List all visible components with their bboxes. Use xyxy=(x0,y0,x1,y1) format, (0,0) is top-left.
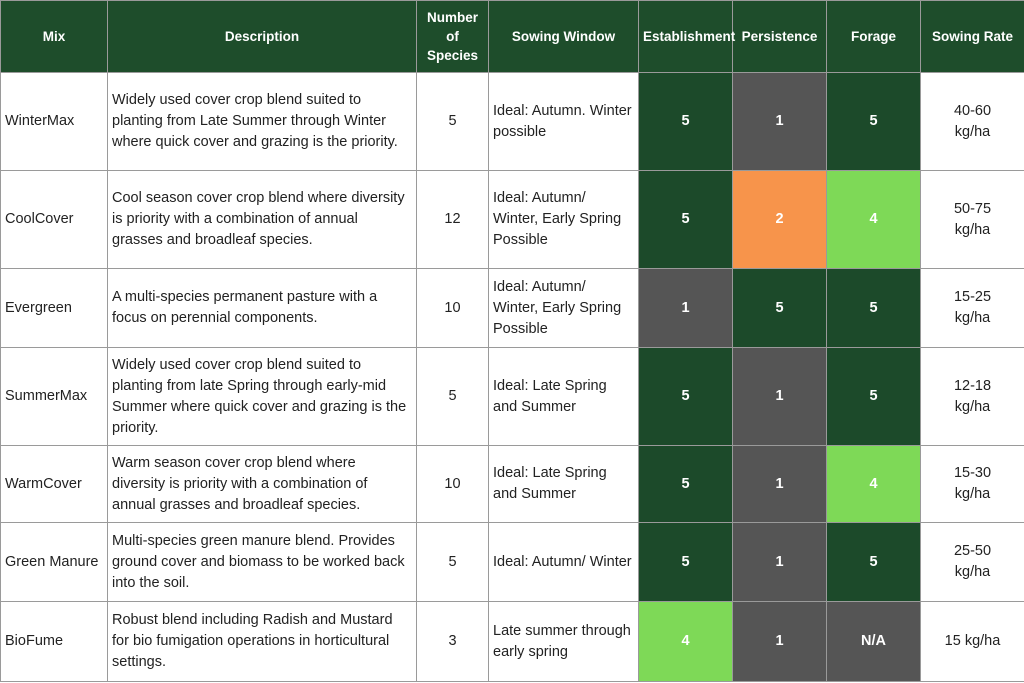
sowing-window-cell: Ideal: Autumn/ Winter, Early Spring Poss… xyxy=(488,170,639,269)
header-cell: Mix xyxy=(0,0,108,73)
table-row: WinterMax Widely used cover crop blend su… xyxy=(0,72,1024,171)
forage-cell: 4 xyxy=(826,170,921,269)
establishment-cell: 5 xyxy=(638,72,733,171)
species-count-cell: 5 xyxy=(416,347,489,446)
persistence-cell: 2 xyxy=(732,170,827,269)
table-row: CoolCover Cool season cover crop blend wh… xyxy=(0,170,1024,269)
table-body: WinterMax Widely used cover crop blend su… xyxy=(0,72,1024,682)
sowing-window-cell: Ideal: Late Spring and Summer xyxy=(488,445,639,523)
sowing-rate-cell: 25-50 kg/ha xyxy=(920,522,1024,602)
description-cell: Widely used cover crop blend suited to p… xyxy=(107,347,417,446)
forage-cell: 5 xyxy=(826,347,921,446)
forage-cell: 5 xyxy=(826,522,921,602)
persistence-cell: 1 xyxy=(732,72,827,171)
table-row: Green Manure Multi-species green manure b… xyxy=(0,522,1024,602)
sowing-window-cell: Ideal: Late Spring and Summer xyxy=(488,347,639,446)
description-cell: Widely used cover crop blend suited to p… xyxy=(107,72,417,171)
persistence-cell: 1 xyxy=(732,445,827,523)
sowing-rate-cell: 15-30 kg/ha xyxy=(920,445,1024,523)
forage-cell: 4 xyxy=(826,445,921,523)
establishment-cell: 4 xyxy=(638,601,733,682)
persistence-cell: 1 xyxy=(732,347,827,446)
sowing-window-cell: Ideal: Autumn. Winter possible xyxy=(488,72,639,171)
header-cell: Sowing Rate xyxy=(920,0,1024,73)
mix-name-cell: WinterMax xyxy=(0,72,108,171)
sowing-window-cell: Late summer through early spring xyxy=(488,601,639,682)
species-count-cell: 12 xyxy=(416,170,489,269)
establishment-cell: 5 xyxy=(638,170,733,269)
forage-cell: 5 xyxy=(826,268,921,348)
header-cell: Number of Species xyxy=(416,0,489,73)
sowing-rate-cell: 12-18 kg/ha xyxy=(920,347,1024,446)
forage-cell: N/A xyxy=(826,601,921,682)
header-cell: Forage xyxy=(826,0,921,73)
header-row: Mix Description Number of Species Sowing Wi… xyxy=(0,0,1024,73)
species-count-cell: 3 xyxy=(416,601,489,682)
establishment-cell: 5 xyxy=(638,347,733,446)
description-cell: Multi-species green manure blend. Provid… xyxy=(107,522,417,602)
establishment-cell: 1 xyxy=(638,268,733,348)
table-row: BioFume Robust blend including Radish and… xyxy=(0,601,1024,682)
description-cell: Warm season cover crop blend where diver… xyxy=(107,445,417,523)
persistence-cell: 1 xyxy=(732,601,827,682)
persistence-cell: 1 xyxy=(732,522,827,602)
mix-name-cell: CoolCover xyxy=(0,170,108,269)
species-count-cell: 5 xyxy=(416,522,489,602)
header-cell: Persistence xyxy=(732,0,827,73)
persistence-cell: 5 xyxy=(732,268,827,348)
header-cell: Sowing Window xyxy=(488,0,639,73)
establishment-cell: 5 xyxy=(638,522,733,602)
mix-name-cell: SummerMax xyxy=(0,347,108,446)
table-row: Evergreen A multi-species permanent pastu… xyxy=(0,268,1024,348)
sowing-rate-cell: 15 kg/ha xyxy=(920,601,1024,682)
species-count-cell: 10 xyxy=(416,445,489,523)
sowing-window-cell: Ideal: Autumn/ Winter xyxy=(488,522,639,602)
description-cell: Cool season cover crop blend where diver… xyxy=(107,170,417,269)
description-cell: Robust blend including Radish and Mustar… xyxy=(107,601,417,682)
species-count-cell: 5 xyxy=(416,72,489,171)
sowing-window-cell: Ideal: Autumn/ Winter, Early Spring Poss… xyxy=(488,268,639,348)
mix-name-cell: Green Manure xyxy=(0,522,108,602)
description-cell: A multi-species permanent pasture with a… xyxy=(107,268,417,348)
mix-name-cell: BioFume xyxy=(0,601,108,682)
sowing-rate-cell: 15-25 kg/ha xyxy=(920,268,1024,348)
table-row: SummerMax Widely used cover crop blend su… xyxy=(0,347,1024,446)
sowing-rate-cell: 40-60 kg/ha xyxy=(920,72,1024,171)
table-row: WarmCover Warm season cover crop blend wh… xyxy=(0,445,1024,523)
mix-name-cell: Evergreen xyxy=(0,268,108,348)
forage-cell: 5 xyxy=(826,72,921,171)
species-count-cell: 10 xyxy=(416,268,489,348)
header-cell: Establishment xyxy=(638,0,735,73)
header-cell: Description xyxy=(107,0,417,73)
establishment-cell: 5 xyxy=(638,445,733,523)
mix-name-cell: WarmCover xyxy=(0,445,108,523)
sowing-rate-cell: 50-75 kg/ha xyxy=(920,170,1024,269)
